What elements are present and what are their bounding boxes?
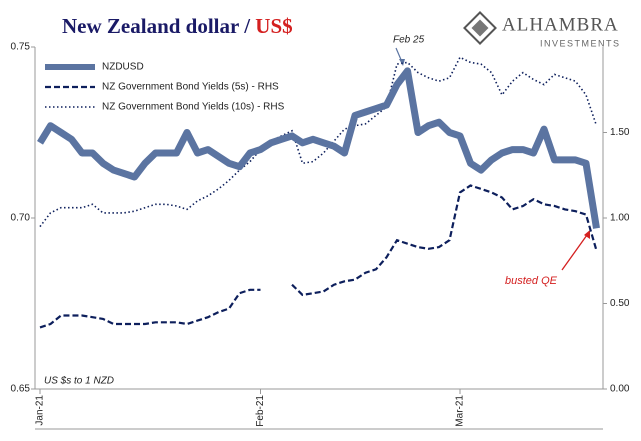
logo-mark xyxy=(471,19,489,37)
annotation-arrow-head xyxy=(584,230,590,239)
chart-title: New Zealand dollar / US$ xyxy=(62,14,293,38)
y-tick-label: 0.65 xyxy=(11,384,31,395)
legend-label: NZDUSD xyxy=(102,62,144,73)
series-line xyxy=(37,67,600,229)
logo-mark xyxy=(463,11,497,45)
logo-subtext: INVESTMENTS xyxy=(540,38,621,48)
annotation: Feb 25 xyxy=(393,35,425,46)
title-part: New Zealand dollar / xyxy=(62,14,251,38)
legend-label: NZ Government Bond Yields (10s) - RHS xyxy=(102,102,285,113)
title-part: US$ xyxy=(255,14,292,38)
y-tick-label: 0.70 xyxy=(11,213,31,224)
logo: ALHAMBRA INVESTMENTS xyxy=(463,11,621,48)
series-line xyxy=(39,184,598,329)
y-tick-label: 0.75 xyxy=(11,42,31,53)
annotation: US $s to 1 NZD xyxy=(44,376,114,387)
x-tick-label: Mar-21 xyxy=(455,395,466,427)
logo-text: ALHAMBRA xyxy=(502,14,619,35)
annotation: busted QE xyxy=(505,275,558,287)
x-tick-label: Jan-21 xyxy=(35,395,46,426)
y2-tick-label: 1.00 xyxy=(610,213,630,224)
legend-label: NZ Government Bond Yields (5s) - RHS xyxy=(102,82,279,93)
series-line xyxy=(39,56,598,228)
x-tick-label: Feb-21 xyxy=(255,395,266,427)
y2-tick-label: 1.50 xyxy=(610,127,630,138)
annotation-arrow xyxy=(561,234,588,271)
y2-tick-label: 0.00 xyxy=(610,384,630,395)
y2-tick-label: 0.50 xyxy=(610,298,630,309)
